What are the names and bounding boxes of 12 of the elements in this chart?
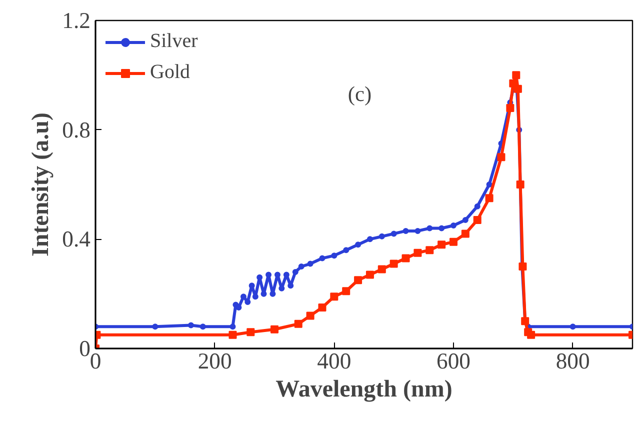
- y-tick-label: 1.2: [62, 8, 91, 33]
- legend-label: Silver: [150, 30, 198, 53]
- annotation: (c): [348, 82, 372, 106]
- x-tick-label: 200: [198, 348, 232, 374]
- x-tick-label: 600: [436, 348, 470, 374]
- x-axis-title: Wavelength (nm): [276, 376, 452, 402]
- y-tick-label: 0.8: [62, 117, 91, 142]
- x-tick-label: 800: [556, 348, 590, 374]
- legend-label: Gold: [150, 61, 190, 84]
- x-tick-label: 400: [317, 348, 352, 374]
- y-axis-title: Intensity (a.u): [28, 112, 54, 257]
- y-tick-label: 0.4: [62, 226, 91, 252]
